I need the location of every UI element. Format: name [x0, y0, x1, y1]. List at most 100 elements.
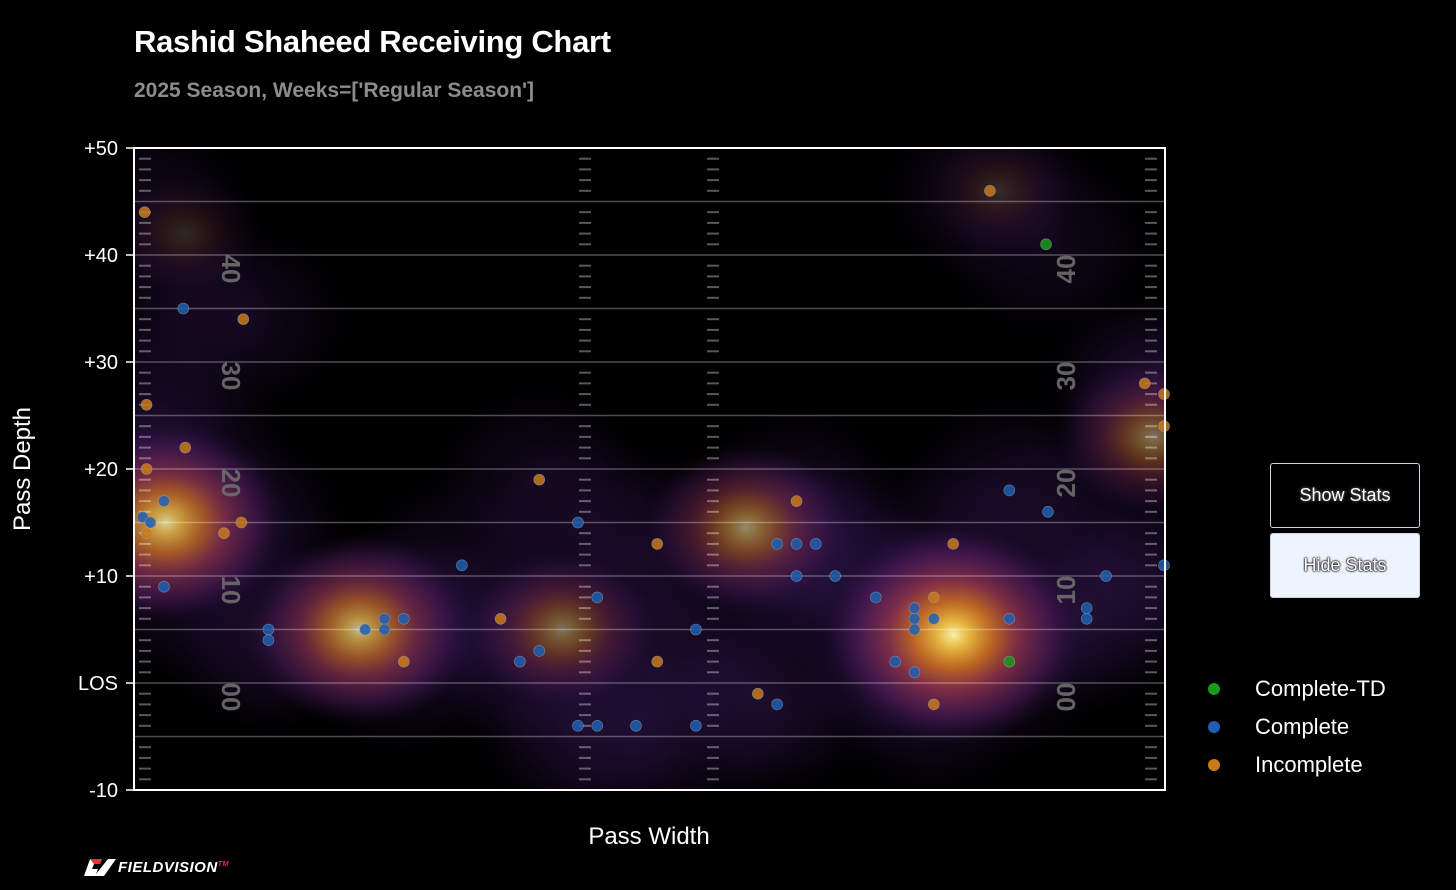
y-tick-label: +20 [84, 459, 118, 481]
point-complete [1042, 505, 1054, 518]
y-tick-label: +50 [84, 138, 118, 160]
point-complete [533, 645, 546, 657]
point-complete [1003, 612, 1016, 625]
point-complete [572, 516, 584, 529]
chart-subtitle: 2025 Season, Weeks=['Regular Season'] [134, 79, 535, 102]
legend-item-complete-td[interactable]: Complete-TD [1206, 670, 1386, 708]
density-hotspot [244, 533, 475, 726]
y-tick-label: -10 [89, 780, 118, 802]
point-incomplete [947, 538, 959, 550]
y-tick-label: +30 [84, 352, 118, 374]
point-incomplete [235, 516, 248, 529]
legend-label: Complete [1255, 714, 1350, 739]
y-tick-label: +40 [84, 245, 118, 267]
legend-marker-icon [1208, 721, 1220, 733]
point-incomplete [494, 612, 507, 625]
point-complete [262, 623, 275, 636]
show-stats-button[interactable]: Show Stats [1270, 463, 1420, 528]
point-incomplete [140, 398, 153, 411]
y-tick-label: +10 [84, 566, 118, 588]
yard-number-left: 00 [216, 683, 246, 712]
legend-item-incomplete[interactable]: Incomplete [1206, 746, 1386, 784]
point-complete [378, 623, 391, 636]
point-incomplete [984, 185, 996, 197]
point-complete [456, 559, 468, 572]
point-incomplete [140, 527, 153, 540]
point-incomplete [752, 687, 764, 700]
point-incomplete [140, 463, 153, 475]
legend-label: Incomplete [1255, 752, 1363, 777]
yard-number-left: 20 [216, 469, 246, 498]
point-complete [908, 623, 921, 636]
logo-text: FIELDVISIONTM [118, 858, 229, 876]
density-hotspot [1055, 357, 1165, 517]
point-complete [1080, 612, 1093, 625]
point-complete [1003, 484, 1016, 497]
point-complete [378, 612, 391, 625]
point-complete [144, 516, 157, 529]
yard-number-left: 10 [216, 576, 246, 605]
legend-label: Complete-TD [1255, 676, 1386, 701]
point-complete [908, 612, 921, 625]
point-complete [870, 591, 882, 604]
point-complete [398, 612, 410, 625]
point-incomplete [651, 538, 664, 550]
point-complete [630, 719, 642, 732]
chart-title: Rashid Shaheed Receiving Chart [134, 24, 611, 59]
density-hotspot [134, 170, 265, 297]
density-hotspot [134, 420, 287, 625]
point-complete [908, 666, 921, 679]
point-complete [1080, 602, 1093, 614]
y-axis: +50 +40 +30 +20 +10 LOS -10 [78, 138, 134, 802]
point-complete [771, 698, 783, 711]
point-complete [591, 591, 604, 604]
point-complete [771, 538, 783, 550]
point-complete [591, 719, 604, 732]
point-incomplete [928, 591, 940, 604]
fieldvision-logo: FIELDVISIONTM [82, 856, 229, 878]
point-complete [359, 623, 371, 636]
yard-numbers: 40 40 30 30 20 20 10 10 00 00 [216, 255, 1081, 712]
point-incomplete [179, 441, 192, 454]
point-complete [177, 302, 190, 315]
yard-number-right: 00 [1051, 683, 1081, 712]
yard-number-right: 40 [1051, 255, 1081, 284]
y-axis-label: Pass Depth [9, 407, 36, 531]
point-complete [928, 612, 940, 625]
data-points [136, 185, 1170, 732]
fieldvision-logo-icon [84, 859, 116, 876]
density-heatmap [134, 148, 1165, 790]
point-complete [514, 655, 526, 668]
density-hotspot [823, 524, 1084, 745]
hide-stats-button[interactable]: Hide Stats [1270, 533, 1420, 598]
legend-item-complete[interactable]: Complete [1206, 708, 1386, 746]
point-complete [572, 719, 584, 732]
point-incomplete [237, 313, 250, 326]
yard-number-right: 10 [1051, 576, 1081, 605]
point-complete [1100, 570, 1112, 582]
point-complete [690, 719, 702, 732]
point-complete [889, 655, 901, 668]
point-complete [262, 634, 275, 647]
legend: Complete-TD Complete Incomplete [1206, 670, 1386, 784]
point-incomplete [533, 473, 546, 486]
field-markings [134, 157, 1165, 781]
point-complete [810, 538, 822, 550]
point-incomplete [651, 655, 664, 668]
point-complete [790, 538, 803, 550]
legend-marker-icon [1208, 683, 1220, 695]
density-hotspot [465, 549, 660, 710]
yard-number-right: 30 [1051, 362, 1081, 391]
point-incomplete [928, 698, 940, 711]
point-complete [158, 580, 170, 593]
legend-marker-icon [1208, 759, 1220, 771]
point-incomplete [790, 495, 803, 507]
point-complete-td [1040, 238, 1052, 251]
density-hotspot [643, 442, 850, 614]
point-incomplete [398, 655, 410, 668]
yard-number-left: 40 [216, 255, 246, 284]
yard-number-right: 20 [1051, 469, 1081, 498]
point-incomplete [138, 206, 151, 218]
point-incomplete [218, 527, 230, 540]
